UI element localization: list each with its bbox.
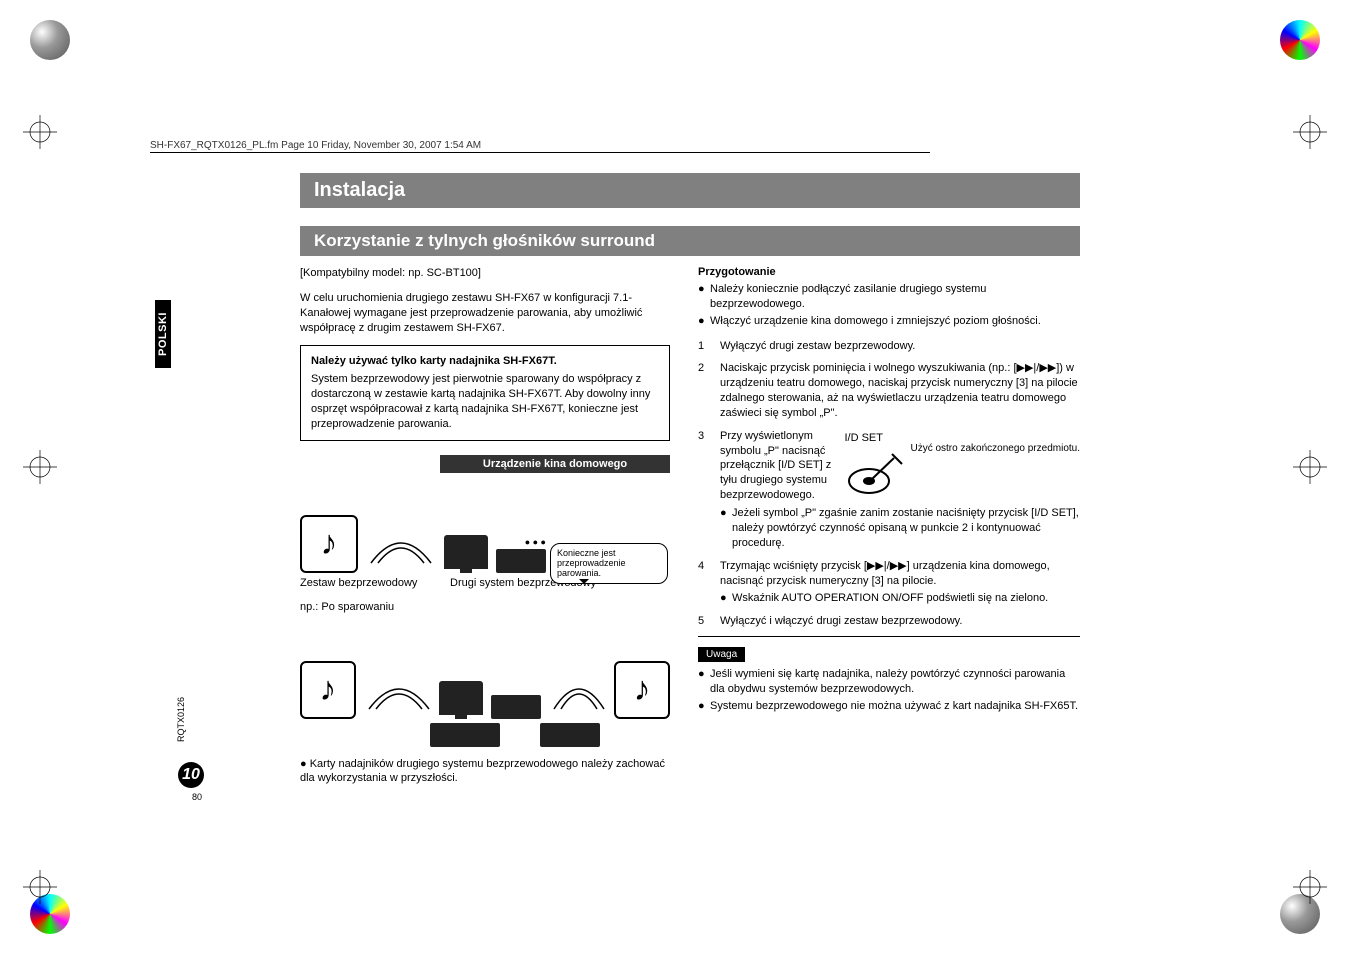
page-content: SH-FX67_RQTX0126_PL.fm Page 10 Friday, N… <box>100 140 1250 786</box>
warning-box: Należy używać tylko karty nadajnika SH-F… <box>300 345 670 440</box>
after-pairing-label: np.: Po sparowaniu <box>300 601 670 613</box>
music-note-icon: ♪ <box>614 661 670 719</box>
step-4-text: Trzymając wciśnięty przycisk [▶▶|/▶▶] ur… <box>720 559 1080 589</box>
crosshair-mark <box>1293 115 1327 149</box>
idset-button-icon <box>844 446 904 496</box>
music-note-icon: ♪ <box>300 515 358 573</box>
step-3: 3 Przy wyświetlonym symbolu „P" nacisnąć… <box>698 429 1080 551</box>
step-4-sub: Wskaźnik AUTO OPERATION ON/OFF podświetl… <box>732 591 1048 606</box>
pairing-diagram-before: Urządzenie kina domowego ♪ ● ● ● Koniecz… <box>300 455 670 589</box>
wireless-arc-icon <box>364 659 431 719</box>
intro-paragraph: W celu uruchomienia drugiego zestawu SH-… <box>300 291 670 336</box>
wireless-arc-icon <box>366 513 436 573</box>
caption-wireless-set: Zestaw bezprzewodowy <box>300 577 450 589</box>
receiver-box-icon <box>540 723 600 747</box>
warning-box-body: System bezprzewodowy jest pierwotnie spa… <box>311 372 659 431</box>
second-receiver-icon: Konieczne jest przeprowadzenie parowania… <box>612 549 662 573</box>
left-footnote: ● Karty nadajników drugiego systemu bezp… <box>300 757 670 787</box>
tv-icon <box>439 681 483 719</box>
receiver-box-icon: ● ● ● <box>496 537 546 573</box>
pairing-bubble: Konieczne jest przeprowadzenie parowania… <box>550 543 668 584</box>
compat-model-line: [Kompatybilny model: np. SC-BT100] <box>300 266 670 281</box>
pairing-diagram-after: ♪ ♪ <box>300 619 670 747</box>
warning-box-title: Należy używać tylko karty nadajnika SH-F… <box>311 354 659 369</box>
uwaga-bullet-1: Jeśli wymieni się kartę nadajnika, należ… <box>710 667 1080 697</box>
step-4: 4 Trzymając wciśnięty przycisk [▶▶|/▶▶] … <box>698 559 1080 606</box>
section-title-sub: Korzystanie z tylnych głośników surround <box>300 226 1080 256</box>
crosshair-mark <box>23 450 57 484</box>
section-title-main: Instalacja <box>300 173 1080 208</box>
idset-diagram: I/D SET Użyć ostro zakończonego przedmio… <box>844 431 1080 501</box>
home-theater-label: Urządzenie kina domowego <box>440 455 670 473</box>
note-badge: Uwaga <box>698 647 745 662</box>
crosshair-mark <box>1293 450 1327 484</box>
step-5: 5 Wyłączyć i włączyć drugi zestaw bezprz… <box>698 614 1080 629</box>
crosshair-mark <box>23 115 57 149</box>
divider-line <box>698 636 1080 637</box>
step-1: 1 Wyłączyć drugi zestaw bezprzewodowy. <box>698 339 1080 354</box>
file-header-line: SH-FX67_RQTX0126_PL.fm Page 10 Friday, N… <box>150 140 930 153</box>
left-column: [Kompatybilny model: np. SC-BT100] W cel… <box>300 266 670 786</box>
tv-icon <box>444 535 488 573</box>
crosshair-mark <box>23 870 57 904</box>
crosshair-mark <box>1293 870 1327 904</box>
uwaga-bullet-2: Systemu bezprzewodowego nie można używać… <box>710 699 1078 714</box>
idset-label: I/D SET <box>844 431 904 446</box>
music-note-icon: ♪ <box>300 661 356 719</box>
wireless-arc-icon <box>549 659 606 719</box>
idset-caption: Użyć ostro zakończonego przedmiotu. <box>910 443 1080 455</box>
step-3-text: Przy wyświetlonym symbolu „P" nacisnąć p… <box>720 429 836 505</box>
receiver-box-icon <box>491 695 541 719</box>
step-3-sub: Jeżeli symbol „P" zgaśnie zanim zostanie… <box>732 506 1080 551</box>
prep-bullet-1: Należy koniecznie podłączyć zasilanie dr… <box>710 282 1080 312</box>
registration-dot-tr <box>1280 20 1320 60</box>
right-column: Przygotowanie ●Należy koniecznie podłącz… <box>698 266 1080 786</box>
prep-bullets: ●Należy koniecznie podłączyć zasilanie d… <box>698 282 1080 329</box>
step-2: 2 Naciskajc przycisk pominięcia i wolneg… <box>698 361 1080 420</box>
prep-bullet-2: Włączyć urządzenie kina domowego i zmnie… <box>710 314 1041 329</box>
registration-dot-tl <box>30 20 70 60</box>
uwaga-bullets: ●Jeśli wymieni się kartę nadajnika, nale… <box>698 667 1080 714</box>
preparation-heading: Przygotowanie <box>698 266 1080 278</box>
page-number-small: 80 <box>192 792 202 802</box>
receiver-box-icon <box>430 723 500 747</box>
